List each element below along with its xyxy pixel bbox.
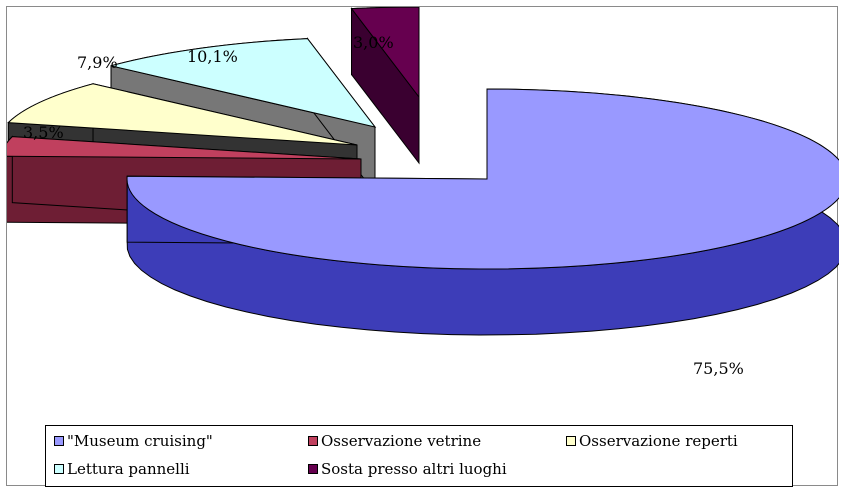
chart-frame: 75,5% 3,5% 7,9% 10,1% 3,0% "Museum cruis… <box>6 6 839 487</box>
pie-slice-top <box>7 83 358 146</box>
legend-swatch <box>308 464 318 474</box>
legend-label: "Museum cruising" <box>67 432 213 450</box>
legend-item-osservazione-reperti: Osservazione reperti <box>566 432 738 450</box>
legend-item-lettura-pannelli: Lettura pannelli <box>54 460 190 478</box>
slice-label-osservazione-reperti: 7,9% <box>77 53 118 72</box>
legend-label: Sosta presso altri luoghi <box>321 460 507 478</box>
pie-slice-sosta-altri-luoghi <box>350 7 420 165</box>
legend-swatch <box>308 436 318 446</box>
legend: "Museum cruising" Osservazione vetrine O… <box>45 425 793 487</box>
slice-label-sosta-altri-luoghi: 3,0% <box>353 33 394 52</box>
legend-swatch <box>54 436 64 446</box>
pie-slice-museum-cruising <box>126 88 839 336</box>
legend-label: Osservazione vetrine <box>321 432 482 450</box>
legend-swatch <box>54 464 64 474</box>
pie-slice-top <box>7 136 362 160</box>
slice-label-osservazione-vetrine: 3,5% <box>23 123 64 142</box>
legend-item-sosta-altri-luoghi: Sosta presso altri luoghi <box>308 460 507 478</box>
pie-slice-top <box>126 88 839 270</box>
pie-slice-top <box>110 38 377 128</box>
legend-label: Osservazione reperti <box>579 432 738 450</box>
slice-label-lettura-pannelli: 10,1% <box>187 47 238 66</box>
pie-slice-top <box>350 7 420 99</box>
slice-label-museum-cruising: 75,5% <box>693 359 744 378</box>
legend-item-osservazione-vetrine: Osservazione vetrine <box>308 432 481 450</box>
legend-item-museum-cruising: "Museum cruising" <box>54 432 213 450</box>
legend-swatch <box>566 436 576 446</box>
pie-chart <box>7 7 839 336</box>
legend-label: Lettura pannelli <box>67 460 190 478</box>
